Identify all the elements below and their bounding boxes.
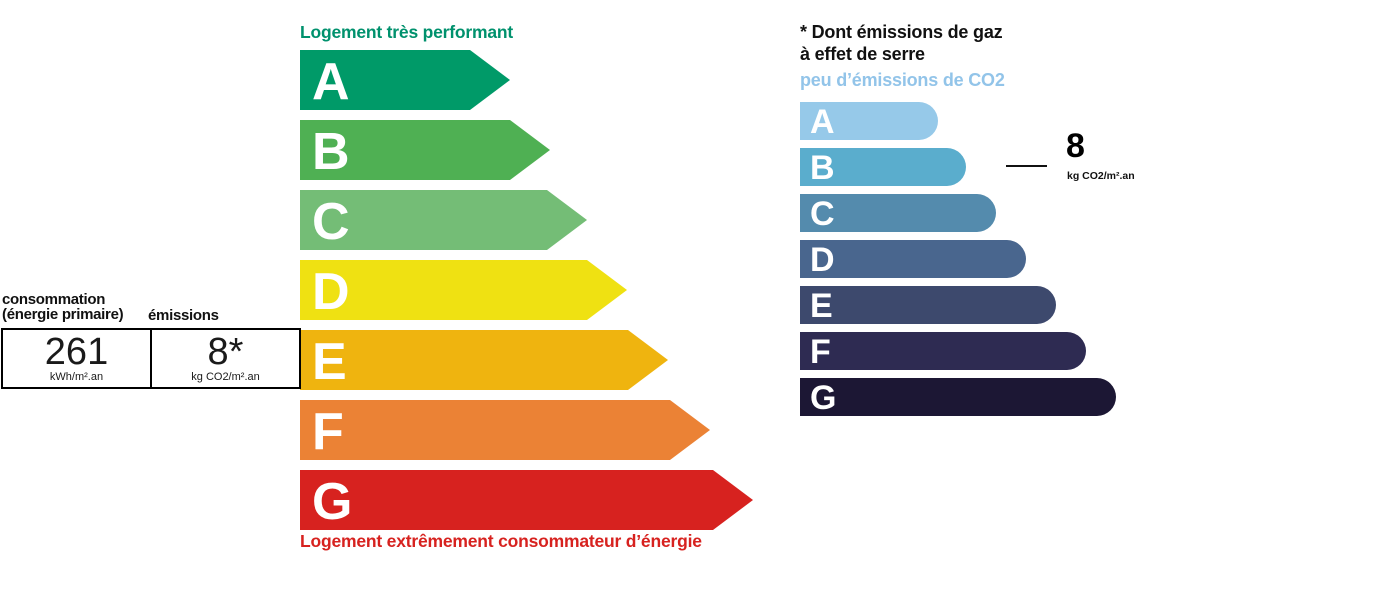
- co2-value-connector-line: [1006, 165, 1047, 167]
- co2-bar-d-label: D: [810, 241, 835, 279]
- consumption-unit: kWh/m².an: [49, 370, 104, 383]
- consumption-cell: 261 kWh/m².an: [3, 330, 150, 387]
- energy-arrow-e-label: E: [312, 332, 347, 391]
- co2-bar-a-label: A: [810, 103, 835, 141]
- co2-header-line1: * Dont émissions de gaz: [800, 22, 1003, 42]
- energy-arrow-g-label: G: [312, 472, 353, 531]
- co2-header-line2: à effet de serre: [800, 44, 925, 64]
- energy-arrow-c-label: C: [312, 192, 350, 251]
- consumption-label-line1: consommation: [2, 291, 106, 308]
- co2-bar-b: B: [800, 148, 966, 186]
- co2-header-line3: peu d’émissions de CO2: [800, 70, 1005, 90]
- consumption-label-line2: (énergie primaire): [2, 305, 124, 323]
- co2-bar-e: E: [800, 286, 1056, 324]
- energy-arrow-d: D: [300, 260, 627, 320]
- energy-arrow-c: C: [300, 190, 587, 250]
- co2-bar-c-label: C: [810, 195, 835, 233]
- co2-value-unit: kg CO2/m².an: [1067, 170, 1135, 182]
- energy-arrow-a: A: [300, 50, 510, 110]
- co2-bar-f-label: F: [810, 333, 831, 371]
- energy-arrow-e: E: [300, 330, 668, 390]
- co2-bar-f: F: [800, 332, 1086, 370]
- co2-bar-g: G: [800, 378, 1116, 416]
- co2-bar-d: D: [800, 240, 1026, 278]
- co2-bar-a: A: [800, 102, 938, 140]
- emissions-value: 8*: [207, 330, 244, 373]
- energy-arrow-d-label: D: [312, 262, 350, 321]
- energy-arrow-f-label: F: [312, 402, 344, 461]
- emissions-cell: 8* kg CO2/m².an: [150, 330, 299, 387]
- energy-scale-title-top: Logement très performant: [300, 22, 514, 42]
- energy-arrow-b-label: B: [312, 122, 350, 181]
- consumption-label: consommation (énergie primaire): [2, 291, 124, 323]
- energy-arrow-f: F: [300, 400, 710, 460]
- energy-arrow-a-label: A: [312, 52, 350, 111]
- co2-bar-e-label: E: [810, 287, 833, 325]
- energy-arrow-b: B: [300, 120, 550, 180]
- dpe-values-box: 261 kWh/m².an 8* kg CO2/m².an: [1, 328, 301, 389]
- energy-arrow-g: G: [300, 470, 753, 530]
- emissions-unit: kg CO2/m².an: [191, 370, 260, 383]
- emissions-label: émissions: [148, 307, 219, 324]
- consumption-value: 261: [44, 330, 109, 373]
- co2-bar-c: C: [800, 194, 996, 232]
- co2-bar-b-label: B: [810, 149, 835, 187]
- energy-scale-title-bottom: Logement extrêmement consommateur d’éner…: [300, 531, 702, 551]
- co2-bar-g-label: G: [810, 379, 837, 417]
- co2-value: 8: [1066, 127, 1085, 165]
